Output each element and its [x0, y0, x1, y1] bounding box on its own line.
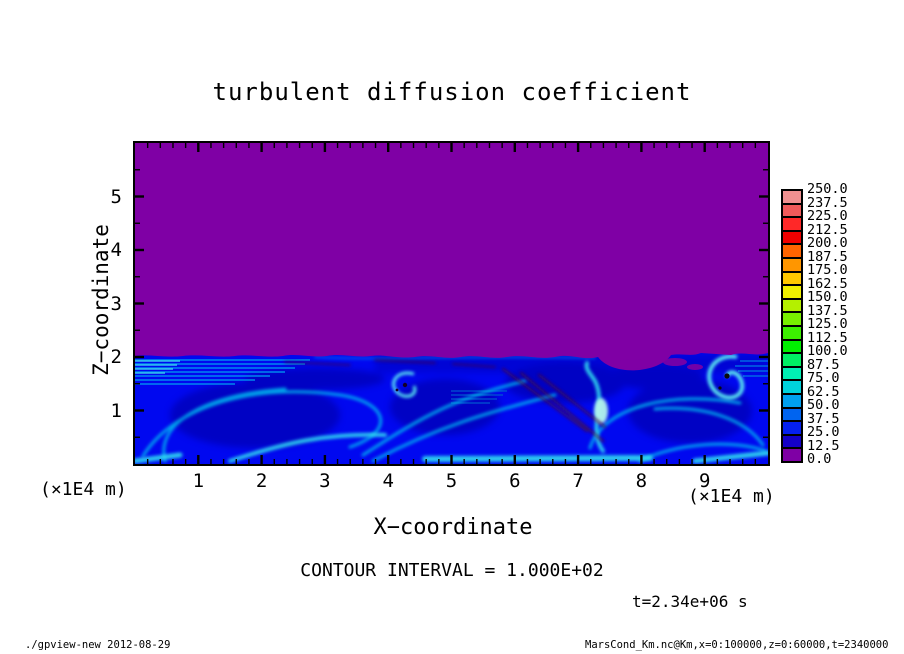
x-tick-label: 1 [192, 470, 205, 492]
colorbar-cell [783, 204, 801, 217]
colorbar-cell [783, 259, 801, 271]
colorbar-tick-label: 212.5 [807, 221, 848, 238]
colorbar-cell [783, 272, 801, 285]
bright-filaments [135, 361, 768, 464]
x-tick-label: 8 [635, 470, 648, 492]
y-tick-label: 1 [110, 399, 122, 422]
colorbar-cell [783, 408, 801, 421]
colorbar-tick-label: 137.5 [807, 302, 848, 319]
colorbar-cell [783, 381, 801, 393]
colorbar-tick-label: 200.0 [807, 235, 848, 251]
y-tick-label: 4 [110, 239, 122, 261]
colorbar-cell [783, 313, 801, 325]
colorbar-tick-label: 37.5 [807, 410, 840, 427]
colorbar-cell [783, 340, 801, 353]
vortex-right [707, 354, 745, 400]
near-zero-filaments [284, 359, 607, 443]
x-tick-label: 2 [255, 470, 268, 492]
colorbar-tick-label: 25.0 [807, 424, 840, 440]
y-tick-label: 5 [110, 185, 122, 208]
colorbar-tick-label: 0.0 [807, 451, 832, 467]
contour-field [135, 143, 768, 464]
time-annotation: t=2.34e+06 s [632, 592, 748, 611]
colorbar [781, 189, 803, 463]
colorbar-cell [783, 435, 801, 448]
colorbar-cell [783, 422, 801, 434]
colorbar-tick-label: 175.0 [807, 262, 848, 278]
colorbar-tick-label: 150.0 [807, 289, 848, 305]
x-axis-label: X−coordinate [373, 515, 533, 540]
x-tick-label: 6 [509, 470, 521, 492]
x-tick-label: 9 [698, 470, 711, 492]
colorbar-tick-label: 250.0 [807, 181, 848, 197]
purple-specks [613, 358, 703, 370]
colorbar-tick-label: 62.5 [807, 383, 840, 400]
axis-ticks [135, 143, 768, 464]
colorbar-cell [783, 299, 801, 312]
colorbar-tick-label: 237.5 [807, 194, 848, 211]
colorbar-tick-label: 225.0 [807, 208, 848, 224]
chart-title: turbulent diffusion coefficient [212, 78, 692, 106]
x-tick-label: 5 [445, 470, 458, 492]
x-axis-unit: (×1E4 m) [688, 486, 775, 507]
x-tick-label: 4 [382, 470, 394, 492]
colorbar-tick-label: 162.5 [807, 275, 848, 292]
footer-command: ./gpview-new 2012-08-29 [25, 639, 171, 651]
colorbar-tick-label: 100.0 [807, 343, 848, 359]
colorbar-tick-label: 50.0 [807, 397, 840, 413]
colorbar-cell [783, 354, 801, 366]
bright-striping-edge [135, 360, 180, 374]
colorbar-cell [783, 231, 801, 244]
colorbar-cell [783, 449, 801, 461]
x-tick-label: 3 [319, 470, 331, 492]
colorbar-cell [783, 367, 801, 380]
y-tick-label: 2 [110, 346, 122, 368]
colorbar-tick-label: 112.5 [807, 329, 848, 346]
colorbar-tick-label: 187.5 [807, 248, 848, 265]
contour-interval-note: CONTOUR INTERVAL = 1.000E+02 [300, 560, 604, 581]
colorbar-cell [783, 245, 801, 257]
colorbar-cell [783, 395, 801, 407]
colorbar-cell [783, 286, 801, 298]
colorbar-cell [783, 218, 801, 230]
colorbar-tick-label: 75.0 [807, 370, 840, 386]
colorbar-cell [783, 191, 801, 203]
colorbar-tick-label: 125.0 [807, 316, 848, 332]
y-axis-unit: (×1E4 m) [40, 479, 127, 500]
bright-plume-blob [594, 398, 608, 424]
colorbar-tick-label: 87.5 [807, 356, 840, 373]
layered-striping-right [735, 360, 768, 377]
x-tick-label: 7 [572, 470, 584, 492]
colorbar-tick-label: 12.5 [807, 437, 840, 454]
colorbar-cell [783, 327, 801, 339]
vortex-left [392, 371, 417, 398]
footer-datasource: MarsCond_Km.nc@Km,x=0:100000,z=0:60000,t… [585, 639, 889, 651]
y-tick-label: 3 [110, 292, 122, 315]
layered-striping-left [135, 359, 310, 385]
plot-area [133, 141, 770, 466]
zero-value-region [135, 143, 768, 371]
